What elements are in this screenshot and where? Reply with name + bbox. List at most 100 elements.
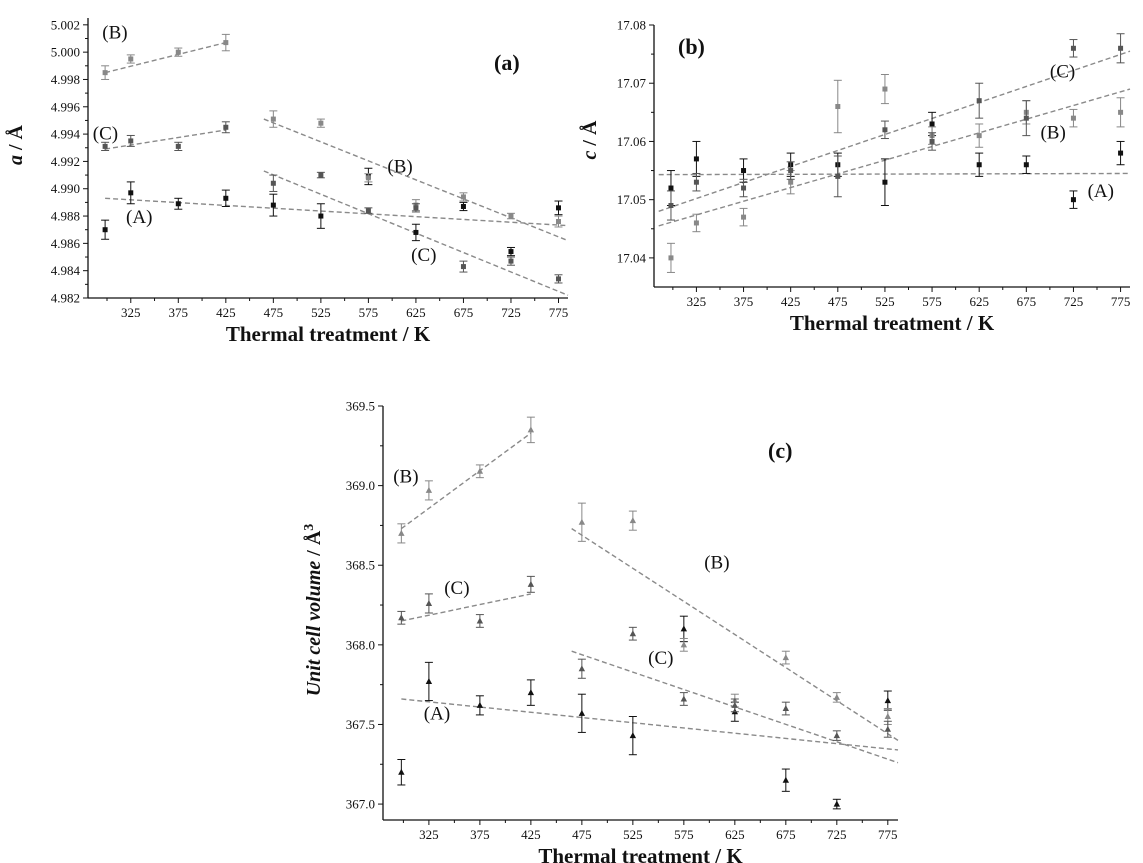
x-tick-label: 675 <box>776 827 796 842</box>
data-point <box>223 195 229 201</box>
data-point <box>175 201 181 207</box>
fit-line <box>105 197 569 227</box>
y-tick-label: 4.996 <box>51 99 81 114</box>
y-tick-label: 17.05 <box>617 192 646 207</box>
data-point <box>693 156 699 162</box>
y-axis-label-var: a <box>5 155 27 165</box>
data-point <box>782 654 790 661</box>
data-point <box>693 179 699 185</box>
data-point <box>578 518 586 525</box>
data-point <box>413 229 419 235</box>
y-tick-label: 5.002 <box>51 17 80 32</box>
x-tick-label: 475 <box>828 294 848 309</box>
data-point <box>884 697 892 704</box>
x-tick-label: 525 <box>875 294 895 309</box>
data-point <box>508 213 514 219</box>
data-point <box>398 529 405 536</box>
fit-line <box>263 118 569 242</box>
series-2 <box>101 33 563 228</box>
data-point <box>680 625 688 632</box>
fit-line <box>401 698 899 751</box>
y-axis-label-unit: / Å <box>302 530 325 561</box>
data-point <box>476 701 484 708</box>
fit-line <box>658 50 1131 212</box>
x-tick-label: 625 <box>406 305 426 320</box>
panel-label: (a) <box>494 50 520 75</box>
data-point <box>680 641 688 648</box>
data-point <box>1070 115 1076 121</box>
series-annotation: (B) <box>102 22 127 43</box>
x-tick-label: 675 <box>454 305 474 320</box>
series-annotation: (C) <box>444 578 469 599</box>
series-annotation: (C) <box>411 245 436 266</box>
data-point <box>365 175 371 181</box>
x-tick-label: 425 <box>521 827 541 842</box>
y-axis-label-var: Unit cell volume <box>303 561 325 697</box>
y-tick-label: 4.990 <box>51 181 80 196</box>
y-tick-label: 369.0 <box>346 478 375 493</box>
data-point <box>128 138 134 144</box>
data-point <box>270 202 276 208</box>
data-point <box>668 202 674 208</box>
data-point <box>413 205 419 211</box>
y-axis-label-var: c <box>579 150 601 159</box>
data-point <box>782 776 790 783</box>
y-tick-label: 4.982 <box>51 291 80 306</box>
data-point <box>578 665 586 672</box>
x-tick-label: 725 <box>501 305 521 320</box>
data-point <box>731 701 739 708</box>
data-point <box>1118 150 1124 156</box>
y-tick-label: 17.07 <box>617 76 647 91</box>
data-point <box>782 705 790 712</box>
x-tick-label: 575 <box>674 827 694 842</box>
data-point <box>1118 45 1124 51</box>
data-point <box>833 693 841 700</box>
data-point <box>882 127 888 133</box>
data-point <box>1070 197 1076 203</box>
data-point <box>929 121 935 127</box>
fit-line <box>400 432 532 530</box>
series-annotation: (C) <box>1050 61 1075 82</box>
series-annotation: (A) <box>126 207 152 228</box>
data-point <box>460 203 466 209</box>
x-tick-label: 375 <box>169 305 189 320</box>
series-annotation: (C) <box>648 648 673 669</box>
data-point <box>668 255 674 261</box>
data-point <box>175 143 181 149</box>
data-point <box>128 190 134 196</box>
y-axis-label: Unit cell volume / Å3 <box>302 524 326 697</box>
y-tick-label: 4.988 <box>51 209 80 224</box>
data-point <box>555 219 561 225</box>
fit-line <box>104 41 226 74</box>
data-point <box>460 194 466 200</box>
x-tick-label: 375 <box>734 294 754 309</box>
data-point <box>833 800 841 807</box>
x-axis-label: Thermal treatment / K <box>226 322 431 346</box>
y-axis-label-unit: / Å <box>4 124 27 155</box>
data-point <box>128 56 134 62</box>
data-point <box>693 220 699 226</box>
x-tick-label: 475 <box>264 305 284 320</box>
data-point <box>270 116 276 122</box>
data-point <box>398 768 405 775</box>
series-1 <box>101 167 563 257</box>
data-point <box>476 617 484 624</box>
fit-line <box>658 88 1131 227</box>
series-annotation: (A) <box>424 704 450 725</box>
data-point <box>741 214 747 220</box>
data-point <box>508 258 514 264</box>
data-point <box>476 467 484 474</box>
x-axis-label: Thermal treatment / K <box>538 844 743 863</box>
data-point <box>680 695 688 702</box>
x-tick-label: 575 <box>359 305 379 320</box>
y-tick-label: 17.06 <box>617 134 647 149</box>
data-point <box>508 249 514 255</box>
chart-panel-1: 325 375 425 475 525 575 625 675 725 775 4.982 4.984… <box>4 17 569 346</box>
y-tick-label: 4.994 <box>51 127 81 142</box>
y-tick-label: 369.5 <box>346 399 375 414</box>
x-tick-label: 525 <box>311 305 331 320</box>
data-point <box>629 732 637 739</box>
data-point <box>425 599 433 606</box>
data-point <box>788 168 794 174</box>
fit-line <box>658 172 1131 176</box>
